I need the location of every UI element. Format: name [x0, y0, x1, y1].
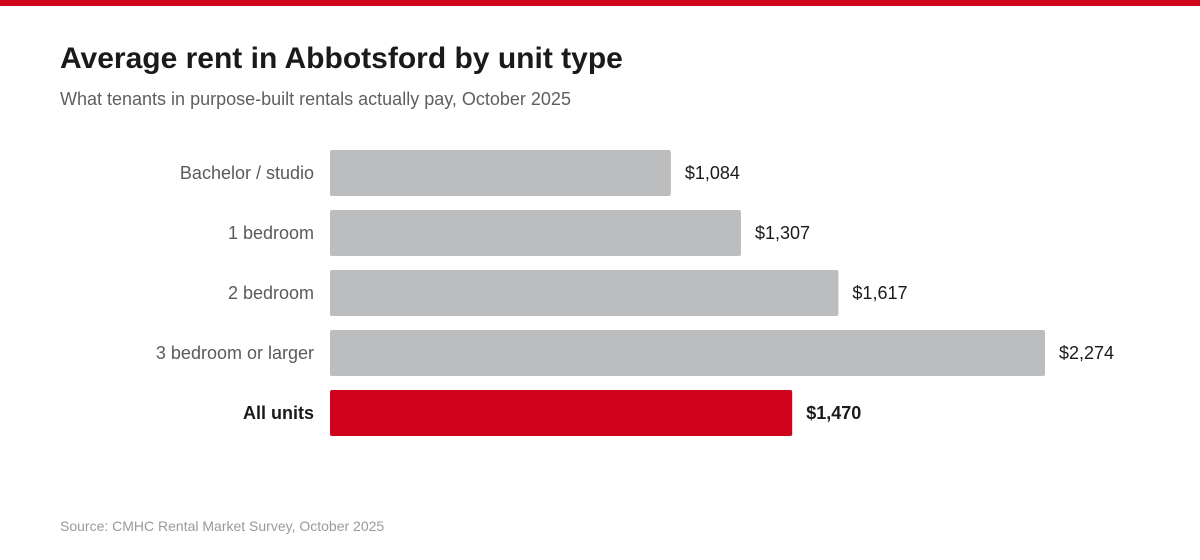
value-label-all-units: $1,470	[806, 403, 861, 423]
category-label-3-bedroom-or-larger: 3 bedroom or larger	[156, 343, 314, 363]
value-label-3-bedroom-or-larger: $2,274	[1059, 343, 1114, 363]
category-label-1-bedroom: 1 bedroom	[228, 223, 314, 243]
bar-1-bedroom	[330, 210, 741, 256]
bars-layer: Bachelor / studio $1,084 1 bedroom $1,307 2 …	[156, 150, 1114, 436]
chart-subtitle: What tenants in purpose-built rentals ac…	[60, 89, 571, 109]
category-label-bachelor-studio: Bachelor / studio	[180, 163, 314, 183]
value-label-bachelor-studio: $1,084	[685, 163, 740, 183]
source-note: Source: CMHC Rental Market Survey, Octob…	[60, 518, 385, 534]
bar-3-bedroom-or-larger	[330, 330, 1045, 376]
value-label-2-bedroom: $1,617	[852, 283, 907, 303]
category-label-all-units: All units	[243, 403, 314, 423]
bar-all-units	[330, 390, 793, 436]
bar-bachelor-studio	[330, 150, 671, 196]
value-label-1-bedroom: $1,307	[755, 223, 810, 243]
category-label-2-bedroom: 2 bedroom	[228, 283, 314, 303]
top-accent-rule	[0, 0, 1200, 6]
bar-2-bedroom	[330, 270, 839, 316]
chart-title: Average rent in Abbotsford by unit type	[60, 42, 623, 75]
